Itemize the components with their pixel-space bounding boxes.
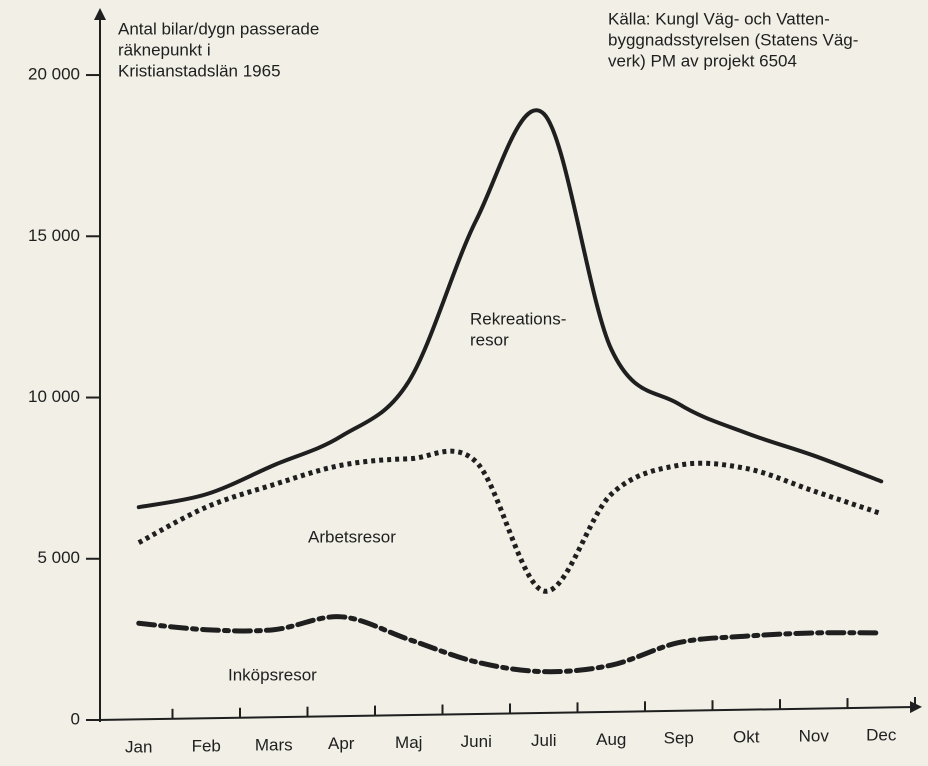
x-tick-label: Okt bbox=[733, 728, 760, 747]
x-tick-label: Maj bbox=[395, 733, 422, 752]
x-tick-label: Aug bbox=[596, 730, 626, 749]
x-tick-label: Mars bbox=[255, 735, 293, 754]
y-tick-label: 15 000 bbox=[28, 226, 80, 245]
x-tick-label: Dec bbox=[866, 725, 897, 744]
source-note: verk) PM av projekt 6504 bbox=[608, 51, 797, 70]
series-line bbox=[137, 448, 883, 594]
y-tick-label: 20 000 bbox=[28, 65, 80, 84]
x-tick-label: Juli bbox=[531, 731, 557, 750]
series-label: Inköpsresor bbox=[228, 665, 317, 684]
series-line bbox=[136, 108, 884, 510]
series-line bbox=[136, 614, 884, 675]
chart-title: Kristianstadslän 1965 bbox=[118, 61, 281, 80]
x-tick-label: Apr bbox=[328, 734, 355, 753]
x-tick-label: Jan bbox=[125, 737, 152, 756]
chart-title: räknepunkt i bbox=[118, 40, 211, 59]
chart-title: Antal bilar/dygn passerade bbox=[118, 19, 319, 38]
x-tick-label: Juni bbox=[461, 732, 492, 751]
source-note: Källa: Kungl Väg- och Vatten- bbox=[608, 9, 830, 28]
series-label: resor bbox=[470, 330, 509, 349]
x-tick-label: Nov bbox=[799, 726, 830, 745]
x-tick-label: Sep bbox=[664, 729, 694, 748]
y-tick-label: 10 000 bbox=[28, 387, 80, 406]
source-note: byggnadsstyrelsen (Statens Väg- bbox=[608, 30, 858, 49]
x-axis bbox=[97, 701, 922, 721]
series-label: Arbetsresor bbox=[308, 527, 396, 546]
series-label: Rekreations- bbox=[470, 309, 566, 328]
y-tick-label: 5 000 bbox=[37, 548, 80, 567]
y-tick-label: 0 bbox=[71, 709, 80, 728]
x-tick-label: Feb bbox=[192, 736, 221, 755]
